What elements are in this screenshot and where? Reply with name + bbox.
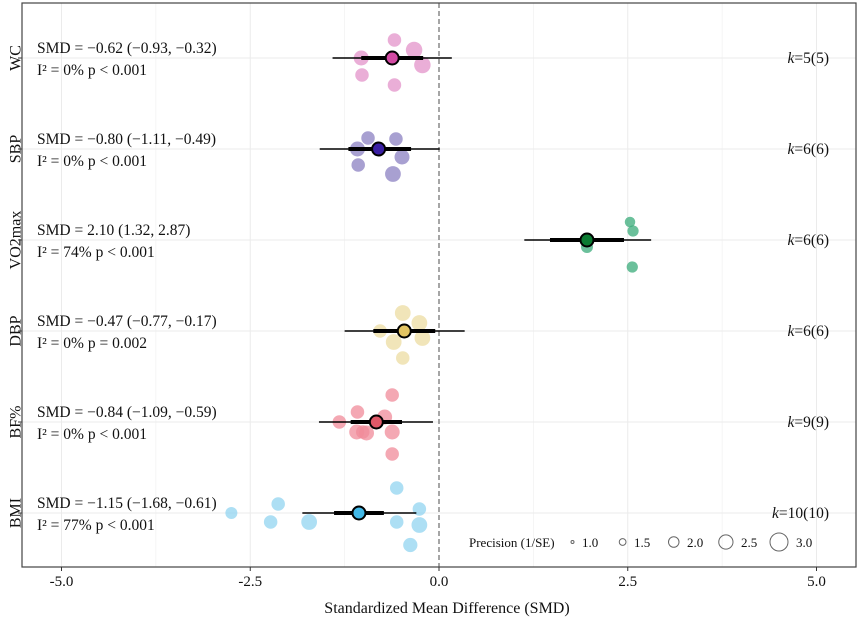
y-tick-label: BMI [8,498,25,528]
y-tick-label: BF% [8,406,25,439]
axes: -5.0 -2.5 0.0 2.5 5.0 [21,2,857,590]
effect-point-wc [387,78,402,92]
effect-point-sbp [389,132,403,146]
heterogeneity-annotation: I² = 0% p = 0.002 [37,335,147,352]
k-count: =6(6) [794,232,829,249]
smd-annotation: SMD = −1.15 (−1.68, −0.61) [37,495,217,512]
precision-legend: Precision (1/SE) 1.0 1.5 2.0 2.5 3.0 [469,532,812,552]
effect-point-wc [355,68,369,82]
legend-title: Precision (1/SE) [469,535,555,550]
heterogeneity-annotation: I² = 77% p < 0.001 [37,517,155,534]
k-label: k=6(6) [788,141,829,158]
effect-point-wc [414,56,431,74]
smd-annotation: SMD = −0.84 (−1.09, −0.59) [37,404,217,421]
k-label: k=6(6) [788,323,829,340]
k-symbol: k [772,505,780,522]
effect-point-wc [387,33,402,47]
legend-size-circle [769,532,789,552]
effect-point-sbp [394,149,410,165]
legend-size-circle [718,534,734,550]
effect-point-bmi [263,515,278,529]
effect-point-bmi [301,514,318,530]
effect-point-sbp [351,158,365,172]
k-symbol: k [788,50,796,67]
effect-point-wc [405,41,423,59]
x-tick-label: -5.0 [50,574,74,590]
effect-point-vo2max [627,225,639,237]
effect-point-bfpct [385,388,399,402]
effect-point-dbp [394,305,411,321]
effect-point-bmi [225,507,238,519]
k-count: =10(10) [779,505,829,522]
legend-size-label: 1.0 [582,535,598,550]
y-tick-label: DBP [8,315,25,346]
k-label: k=5(5) [788,50,829,67]
x-axis-title: Standardized Mean Difference (SMD) [324,600,569,617]
effect-point-bmi [389,481,404,495]
y-tick-label: SBP [8,135,25,164]
k-label: k=6(6) [788,232,829,249]
effect-point-dbp [414,330,431,346]
x-tick-label: -2.5 [238,574,262,590]
effect-point-bfpct [350,405,365,419]
x-tick-label: 5.0 [807,574,826,590]
smd-annotation: SMD = −0.62 (−0.93, −0.32) [37,40,217,57]
heterogeneity-annotation: I² = 0% p < 0.001 [37,426,147,443]
effect-point-dbp [396,351,410,365]
x-tick-label: 2.5 [618,574,637,590]
k-count: =6(6) [794,141,829,158]
k-count: =5(5) [794,50,829,67]
smd-annotation: SMD = −0.47 (−0.77, −0.17) [37,313,217,330]
legend-size-label: 2.5 [741,535,757,550]
gridlines [22,3,856,567]
effect-point-sbp [361,131,375,145]
effect-point-bmi [271,497,285,511]
summary-estimate [579,232,595,248]
effect-point-vo2max [626,261,638,273]
summary-estimates [302,50,652,521]
effect-point-bfpct [385,447,399,461]
k-symbol: k [788,141,796,158]
summary-estimate [368,414,384,430]
effect-point-bfpct [384,424,400,440]
legend-size-label: 3.0 [796,535,812,550]
effect-point-sbp [385,166,401,182]
k-symbol: k [788,323,796,340]
legend-size-circle [668,536,680,548]
smd-annotation: SMD = 2.10 (1.32, 2.87) [37,222,190,239]
heterogeneity-annotation: I² = 74% p < 0.001 [37,244,155,261]
k-symbol: k [788,414,796,431]
k-label: k=9(9) [788,414,829,431]
summary-estimate [384,50,400,66]
effect-point-bfpct [359,425,375,441]
effect-point-bmi [411,517,428,533]
legend-size-label: 2.0 [687,535,703,550]
legend-size-circle [570,540,575,544]
smd-annotation: SMD = −0.80 (−1.11, −0.49) [37,131,216,148]
effect-point-dbp [385,334,402,350]
legend-size-circle [618,538,627,546]
heterogeneity-annotation: I² = 0% p < 0.001 [37,62,147,79]
x-tick-label: 0.0 [430,574,449,590]
group-annotations: WC SMD = −0.62 (−0.93, −0.32) I² = 0% p < … [8,40,830,534]
k-label: k=10(10) [772,505,829,522]
summary-estimate [396,323,412,339]
k-count: =9(9) [794,414,829,431]
summary-estimate [371,141,387,157]
effect-point-vo2max [624,216,636,228]
effect-point-dbp [411,315,428,331]
effect-point-bmi [403,537,418,553]
k-count: =6(6) [794,323,829,340]
legend-size-label: 1.5 [634,535,650,550]
y-tick-label: WC [8,45,25,71]
effect-size-points [225,33,639,553]
effect-point-bmi [389,515,404,529]
heterogeneity-annotation: I² = 0% p < 0.001 [37,153,147,170]
y-tick-label: VO2max [8,211,25,270]
summary-estimate [351,505,367,521]
k-symbol: k [788,232,796,249]
